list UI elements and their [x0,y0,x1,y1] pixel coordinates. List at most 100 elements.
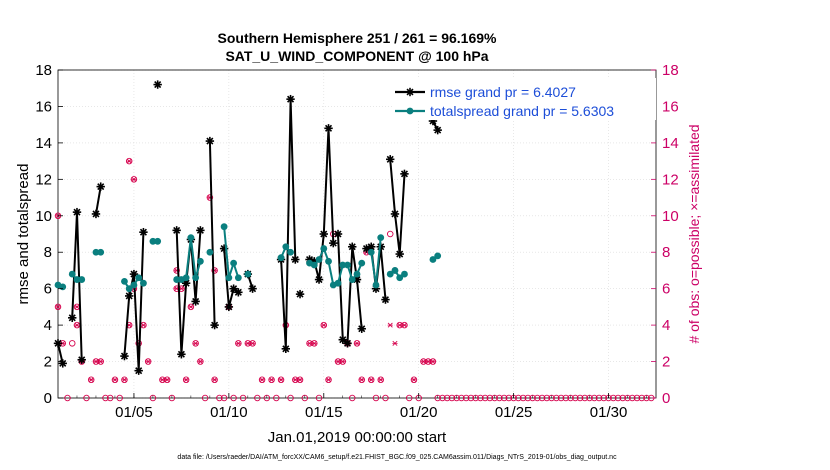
obs-possible-marker [481,394,489,402]
obs-possible-marker [372,394,380,402]
obs-possible-marker [106,394,114,402]
y-left-tick-label: 6 [44,281,52,298]
rmse-line-segment [309,128,335,280]
y-right-tick-label: 14 [662,135,679,152]
obs-possible-marker [144,358,152,365]
obs-possible-marker [239,394,247,402]
spread-point [372,281,380,289]
obs-possible-marker [586,394,593,402]
obs-possible-marker [121,376,128,384]
y-right-tick-label: 8 [662,244,670,261]
obs-possible-marker [149,394,157,402]
obs-possible-marker [638,394,646,402]
y-axis-right-label: # of obs: o=possible; ×=assimilated [686,124,702,343]
obs-assimilated-marker [249,340,256,346]
obs-possible-marker [538,394,546,402]
plot-frame [57,69,657,399]
chart-title: Southern Hemisphere 251 / 261 = 96.169% [218,30,498,46]
obs-possible-marker [591,394,598,402]
x-tick-label: 01/20 [400,404,438,421]
obs-assimilated-marker [325,377,332,383]
y-left-tick-label: 0 [44,390,52,407]
obs-possible-marker [467,394,475,402]
spread-point [377,234,385,242]
obs-possible-marker [600,394,608,402]
obs-assimilated-marker [397,322,403,328]
rmse-point [172,226,181,235]
obs-possible-marker [367,376,375,384]
obs-assimilated-marker [268,377,275,383]
spread-point [277,254,285,262]
rmse-point [281,344,291,353]
x-tick-label: 01/30 [590,404,628,421]
obs-possible-marker [235,340,242,347]
obs-possible-marker [349,394,356,402]
obs-possible-marker [576,394,584,402]
spread-point [121,277,128,285]
obs-possible-marker [197,358,204,365]
x-tick-label: 01/05 [115,404,153,421]
obs-assimilated-marker [93,359,99,365]
obs-assimilated-marker [321,322,327,328]
spread-point [234,274,242,282]
spread-point [125,285,133,293]
spread-point [97,248,105,256]
rmse-point [324,124,333,133]
obs-possible-marker [54,303,62,311]
x-tick-label: 01/25 [495,404,533,421]
spread-line-segment [176,237,202,281]
obs-assimilated-marker [235,340,241,346]
spread-point [225,274,233,282]
obs-possible-marker [434,394,441,402]
y-axis-left-ticks: 0 2 4 6 8 10 12 14 16 18 [35,62,63,407]
obs-possible-marker [458,394,465,402]
obs-possible-marker [130,176,138,183]
obs-assimilated-marker [335,359,341,365]
rmse-point [295,289,305,299]
obs-possible-marker [258,376,266,384]
spread-point [282,243,290,251]
rmse-line-segment [337,233,363,346]
obs-assimilated-marker [387,322,393,328]
obs-possible-marker [382,394,389,402]
rmse-point [343,339,352,348]
y-right-tick-label: 18 [662,62,679,79]
y-left-tick-label: 10 [35,208,52,225]
spread-point [173,276,181,283]
obs-possible-marker [595,394,603,402]
y-right-tick-label: 0 [662,390,670,407]
obs-assimilated-marker [197,359,204,365]
obs-possible-marker [567,394,574,402]
rmse-point [248,284,257,293]
obs-assimilated-marker [420,359,427,365]
obs-possible-marker [116,394,123,402]
y-right-tick-label: 4 [662,317,670,334]
obs-possible-marker [206,194,214,201]
obs-assimilated-marker [164,377,170,383]
spread-point [396,274,404,282]
obs-assimilated-marker [401,322,408,328]
spread-point [206,248,214,256]
obs-assimilated-marker [112,377,118,383]
obs-possible-marker [614,394,622,402]
rmse-point [139,227,148,237]
obs-possible-marker [524,394,532,402]
rmse-point [191,297,200,306]
obs-assimilated-marker [392,340,398,346]
obs-possible-marker [182,376,190,384]
spread-point [230,259,238,267]
legend-spread-label: totalspread grand pr = 5.6303 [430,103,614,119]
obs-assimilated-marker [98,359,104,365]
obs-possible-marker [562,394,570,402]
spread-point [149,237,157,245]
rmse-line-segment [389,159,406,255]
y-right-tick-label: 6 [662,281,670,298]
rmse-point [96,182,105,191]
rmse-point [381,295,390,304]
obs-possible-marker [453,394,460,402]
legend-rmse-star [405,87,415,97]
obs-possible-marker [629,394,636,402]
spread-point [348,276,356,283]
spread-point [220,223,228,231]
spread-point [358,259,366,267]
